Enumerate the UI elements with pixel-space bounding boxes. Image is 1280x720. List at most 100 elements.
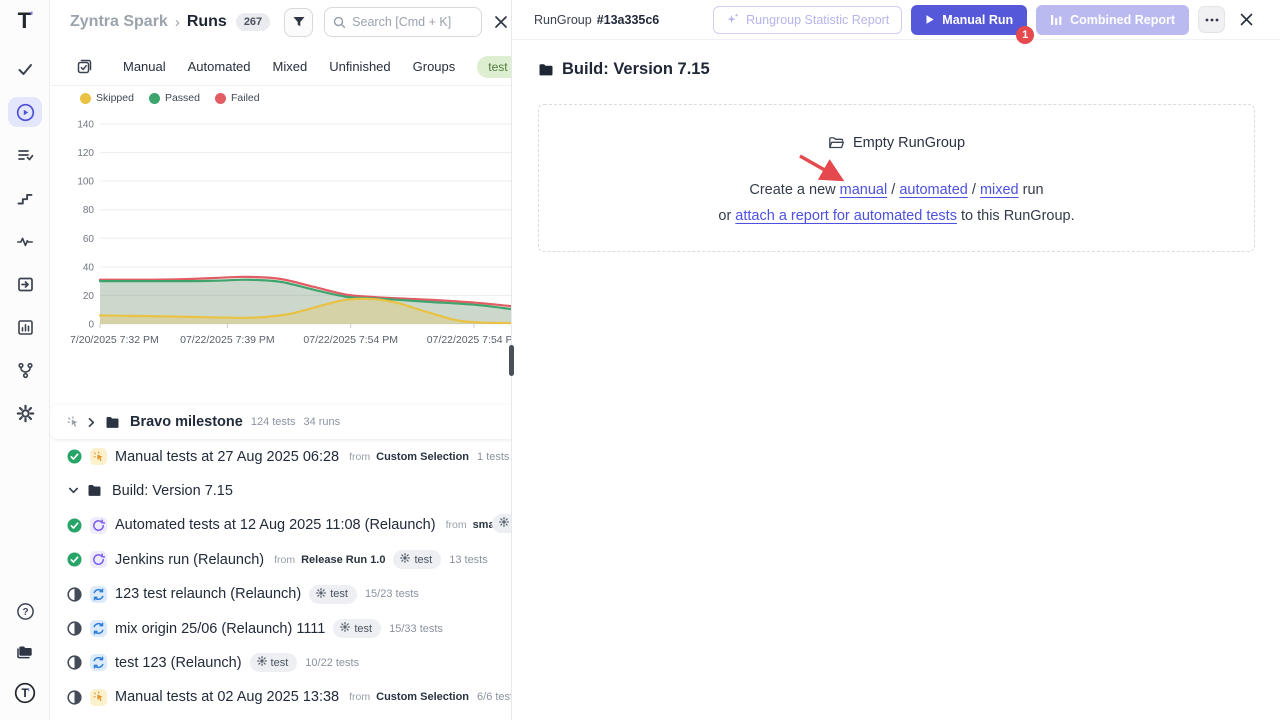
settings-gear-icon[interactable] [8,398,42,428]
play-icon [926,15,934,24]
milestones-steps-icon[interactable] [8,183,42,213]
more-options-button[interactable] [1198,6,1225,33]
legend-item: Skipped [80,92,134,104]
tab-unfinished[interactable]: Unfinished [329,59,391,74]
breadcrumb-page: Runs [186,13,227,30]
folder-row[interactable]: Build: Version 7.15 [50,474,511,508]
folder-open-icon [829,137,845,149]
search-box[interactable] [324,7,483,37]
run-row[interactable]: mix origin 25/06 (Relaunch) 1111 test 15/3… [50,611,511,645]
scrollbar-thumb[interactable] [509,345,514,376]
run-overview-icon[interactable] [76,58,93,75]
from-label: from [349,691,371,704]
reports-chart-icon[interactable] [8,312,42,342]
filter-button[interactable] [284,7,314,37]
close-panel-icon[interactable] [494,15,508,29]
run-row[interactable]: Manual tests at 27 Aug 2025 06:28 from Cus… [50,439,511,473]
run-row[interactable]: Manual tests at 02 Aug 2025 13:38 from Cus… [50,680,511,714]
runs-header: Zyntra Spark › Runs 267 [50,0,511,44]
branches-icon[interactable] [8,355,42,385]
create-mixed-run-link[interactable]: mixed [979,182,1019,198]
status-passed-icon [67,552,82,567]
svg-text:140: 140 [77,120,94,131]
status-in-progress-icon [67,621,82,636]
runs-count-badge: 267 [235,13,271,31]
manual-run-button[interactable]: Manual Run 1 [911,4,1035,44]
folder-icon [105,416,120,429]
app-logo[interactable]: T' [17,8,34,33]
projects-folder-icon[interactable] [8,637,42,667]
from-label: from [349,450,371,463]
legend-dot [148,92,160,104]
gear-icon [340,622,351,635]
test-plans-icon[interactable] [8,140,42,170]
search-icon [333,16,346,28]
workspace-logo-icon[interactable]: T [8,678,42,708]
gear-icon [256,656,267,669]
from-label: from [274,553,296,566]
tests-count: 13 tests [449,553,488,566]
attach-report-link[interactable]: attach a report for automated tests [735,208,957,224]
close-detail-icon[interactable] [1239,12,1254,27]
run-row[interactable]: Jenkins run (Relaunch) from Release Run 1.… [50,543,511,577]
chevron-right-icon[interactable] [85,417,97,428]
runs-tabs: Manual Automated Mixed Unfinished Groups test… [50,48,511,86]
bar-chart-icon [1051,14,1062,25]
status-passed-icon [67,518,82,533]
folder-title: Build: Version 7.15 [112,482,233,499]
tests-count: 10/22 tests [305,656,360,669]
create-automated-run-link[interactable]: automated [899,182,968,198]
rungroup-title: Build: Version 7.15 [562,60,710,78]
legend-dot [214,92,226,104]
test-tag-pill[interactable]: test [249,653,298,673]
line1-suffix: run [1018,182,1044,198]
svg-text:7/20/2025 7:32 PM: 7/20/2025 7:32 PM [70,334,159,346]
run-title: Manual tests at 27 Aug 2025 06:28 [115,448,340,465]
tab-mixed[interactable]: Mixed [272,59,308,74]
combined-report-button[interactable]: Combined Report [1036,4,1189,35]
tab-groups[interactable]: Groups [412,59,456,74]
line1-prefix: Create a new [749,182,840,198]
svg-text:40: 40 [83,262,95,273]
tab-automated[interactable]: Automated [187,59,251,74]
test-tag-pill[interactable]: test [333,619,382,639]
create-manual-run-link[interactable]: manual [839,182,888,198]
run-row[interactable]: test 123 (Relaunch) test 10/22 tests [50,646,511,680]
rungroup-title-row: Build: Version 7.15 [538,60,710,79]
statistic-report-button[interactable]: Rungroup Statistic Report [713,5,903,34]
svg-text:120: 120 [77,148,94,159]
chart-legend: Skipped Passed Failed [80,92,260,104]
test-tag-pill[interactable]: test [309,584,357,604]
legend-dot [80,92,91,104]
run-row[interactable]: 123 test relaunch (Relaunch) test 15/23 te… [50,577,511,611]
run-type-automated-icon [90,551,107,569]
runs-play-icon[interactable] [8,97,42,127]
tests-count: 15/23 tests [364,588,419,601]
svg-text:07/22/2025 7:54 PM: 07/22/2025 7:54 PM [303,334,398,346]
separator: / [967,182,980,198]
run-row[interactable]: Automated tests at 12 Aug 2025 11:08 (Re… [50,508,511,542]
rungroup-label: RunGroup [534,12,592,27]
tests-check-icon[interactable] [8,54,42,84]
rungroup-detail-panel: RunGroup #13a335c6 Rungroup Statistic Re… [511,0,1280,720]
filter-tag-pill[interactable]: test work [477,55,511,78]
pull-requests-icon[interactable] [8,269,42,299]
svg-text:0: 0 [88,320,94,331]
gear-icon [400,553,411,566]
test-tag-pill[interactable]: test [492,514,511,534]
empty-line-2: or attach a report for automated tests t… [539,208,1254,224]
folder-row[interactable]: Bravo milestone 124 tests 34 runs [50,405,511,440]
empty-rungroup-box: Empty RunGroup Create a new manual / aut… [538,104,1255,252]
manual-run-label: Manual Run [942,12,1014,27]
breadcrumb-project[interactable]: Zyntra Spark [70,13,168,30]
help-icon[interactable]: ? [8,596,42,626]
sparkles-icon [727,14,738,24]
activity-pulse-icon[interactable] [8,226,42,256]
test-tag-pill[interactable]: test [393,550,442,570]
tab-manual[interactable]: Manual [123,59,166,74]
chevron-down-icon[interactable] [67,485,79,496]
separator: / [887,182,900,198]
search-input[interactable] [352,15,463,29]
run-list: Bravo milestone 124 tests 34 runs Manual te… [50,405,511,715]
svg-text:20: 20 [83,291,95,302]
